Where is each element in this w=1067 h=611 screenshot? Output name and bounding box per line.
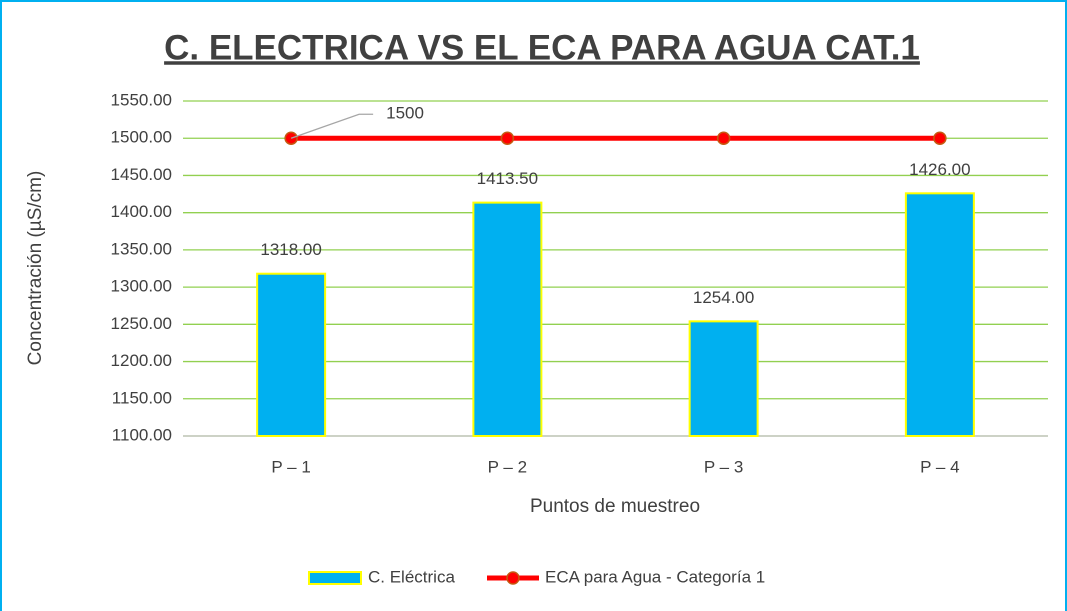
y-tick-label: 1450.00 — [111, 165, 172, 184]
x-tick-label: P – 4 — [920, 457, 959, 476]
data-label: 1413.50 — [477, 169, 538, 188]
line-marker — [500, 131, 515, 145]
chart-title: C. ELECTRICA VS EL ECA PARA AGUA CAT.1 — [164, 28, 920, 67]
y-tick-label: 1550.00 — [111, 90, 172, 109]
data-label: 1426.00 — [909, 160, 970, 179]
bar — [904, 192, 975, 437]
y-tick-label: 1200.00 — [111, 351, 172, 370]
data-label: 1254.00 — [693, 288, 754, 307]
x-tick-label: P – 3 — [704, 457, 743, 476]
data-label: 1500 — [386, 104, 424, 123]
x-tick-label: P – 1 — [271, 457, 310, 476]
y-tick-label: 1400.00 — [111, 202, 172, 221]
y-tick-label: 1250.00 — [111, 314, 172, 333]
y-tick-label: 1100.00 — [112, 425, 172, 444]
legend-label: ECA para Agua - Categoría 1 — [545, 567, 765, 586]
leader-line — [290, 113, 374, 139]
data-label: 1318.00 — [260, 240, 321, 259]
x-tick-label: P – 2 — [488, 457, 527, 476]
y-tick-label: 1300.00 — [111, 277, 172, 296]
x-axis-label: Puntos de muestreo — [530, 496, 700, 517]
legend-marker — [506, 571, 520, 585]
legend-swatch — [308, 571, 362, 585]
bar — [688, 320, 759, 438]
y-tick-label: 1350.00 — [111, 239, 172, 258]
legend-label: C. Eléctrica — [368, 567, 455, 586]
y-tick-label: 1500.00 — [111, 128, 172, 147]
line-marker — [716, 131, 731, 145]
line-marker — [933, 131, 947, 145]
bar — [256, 272, 327, 438]
y-tick-label: 1150.00 — [112, 388, 172, 407]
bar — [472, 201, 543, 437]
y-axis-label: Concentración (µS/cm) — [25, 171, 46, 366]
